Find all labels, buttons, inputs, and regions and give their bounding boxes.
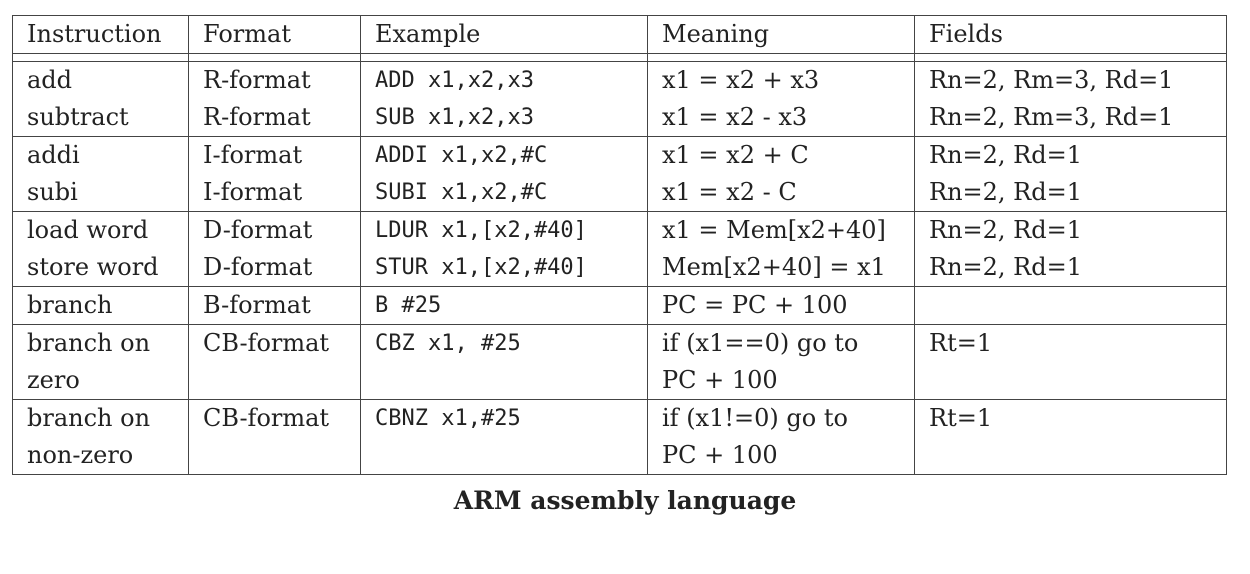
cell-meaning: PC = PC + 100 xyxy=(647,286,915,325)
cell-example xyxy=(360,362,648,400)
instruction-table: Instruction Format Example Meaning Field… xyxy=(12,15,1227,475)
cell-example: STUR x1,[x2,#40] xyxy=(360,249,648,287)
cell-meaning: x1 = x2 - C xyxy=(647,174,915,212)
cell-format: D-format xyxy=(188,211,361,249)
cell-example: LDUR x1,[x2,#40] xyxy=(360,211,648,249)
row-group: branch B-format B #25 PC = PC + 100 xyxy=(12,286,1227,325)
cell-meaning: PC + 100 xyxy=(647,362,915,400)
cell-meaning: Mem[x2+40] = x1 xyxy=(647,249,915,287)
header-example: Example xyxy=(360,15,648,54)
cell-format: B-format xyxy=(188,286,361,325)
table-row: branch on CB-format CBNZ x1,#25 if (x1!=0) … xyxy=(12,399,1227,437)
cell-fields: Rt=1 xyxy=(914,399,1227,437)
header-gap xyxy=(12,53,1227,62)
cell-example: SUBI x1,x2,#C xyxy=(360,174,648,212)
cell-meaning: x1 = x2 - x3 xyxy=(647,99,915,137)
header-instruction: Instruction xyxy=(12,15,189,54)
cell-meaning: if (x1==0) go to xyxy=(647,324,915,362)
table-row: branch on CB-format CBZ x1, #25 if (x1==0) … xyxy=(12,324,1227,362)
cell-fields: Rt=1 xyxy=(914,324,1227,362)
cell-fields xyxy=(914,362,1227,400)
cell-instruction: branch on xyxy=(12,399,189,437)
table-row: branch B-format B #25 PC = PC + 100 xyxy=(12,286,1227,325)
cell-example xyxy=(360,437,648,475)
cell-fields xyxy=(914,437,1227,475)
cell-format: CB-format xyxy=(188,399,361,437)
table-caption: ARM assembly language xyxy=(453,486,797,515)
cell-instruction: non-zero xyxy=(12,437,189,475)
cell-fields: Rn=2, Rd=1 xyxy=(914,136,1227,174)
cell-fields: Rn=2, Rd=1 xyxy=(914,211,1227,249)
cell-meaning: x1 = Mem[x2+40] xyxy=(647,211,915,249)
cell-format: R-format xyxy=(188,99,361,137)
cell-meaning: x1 = x2 + C xyxy=(647,136,915,174)
cell-example: SUB x1,x2,x3 xyxy=(360,99,648,137)
cell-format: D-format xyxy=(188,249,361,287)
cell-fields: Rn=2, Rm=3, Rd=1 xyxy=(914,61,1227,99)
cell-instruction: subtract xyxy=(12,99,189,137)
cell-format xyxy=(188,362,361,400)
table-row: store word D-format STUR x1,[x2,#40] Mem[x2… xyxy=(12,249,1227,287)
row-group: branch on CB-format CBNZ x1,#25 if (x1!=0) … xyxy=(12,399,1227,475)
cell-example: ADDI x1,x2,#C xyxy=(360,136,648,174)
header-row: Instruction Format Example Meaning Field… xyxy=(12,15,1227,54)
cell-instruction: zero xyxy=(12,362,189,400)
cell-fields: Rn=2, Rd=1 xyxy=(914,174,1227,212)
cell-instruction: subi xyxy=(12,174,189,212)
cell-fields: Rn=2, Rd=1 xyxy=(914,249,1227,287)
table-row: addi I-format ADDI x1,x2,#C x1 = x2 + C Rn=2… xyxy=(12,136,1227,174)
cell-example: CBNZ x1,#25 xyxy=(360,399,648,437)
cell-meaning: x1 = x2 + x3 xyxy=(647,61,915,99)
row-group: load word D-format LDUR x1,[x2,#40] x1 = Me… xyxy=(12,211,1227,287)
cell-instruction: store word xyxy=(12,249,189,287)
cell-instruction: add xyxy=(12,61,189,99)
table-row: subtract R-format SUB x1,x2,x3 x1 = x2 - x3… xyxy=(12,99,1227,137)
table-row: zero PC + 100 xyxy=(12,362,1227,400)
cell-format: I-format xyxy=(188,136,361,174)
row-group: branch on CB-format CBZ x1, #25 if (x1==0) … xyxy=(12,324,1227,400)
table-container: Instruction Format Example Meaning Field… xyxy=(12,15,1227,475)
cell-meaning: PC + 100 xyxy=(647,437,915,475)
cell-instruction: load word xyxy=(12,211,189,249)
table-row: add R-format ADD x1,x2,x3 x1 = x2 + x3 Rn=2,… xyxy=(12,61,1227,99)
cell-instruction: branch xyxy=(12,286,189,325)
cell-format: R-format xyxy=(188,61,361,99)
table-row: load word D-format LDUR x1,[x2,#40] x1 = Me… xyxy=(12,211,1227,249)
header-meaning: Meaning xyxy=(647,15,915,54)
table-row: subi I-format SUBI x1,x2,#C x1 = x2 - C Rn=2… xyxy=(12,174,1227,212)
header-fields: Fields xyxy=(914,15,1227,54)
cell-instruction: addi xyxy=(12,136,189,174)
cell-format: I-format xyxy=(188,174,361,212)
row-group: add R-format ADD x1,x2,x3 x1 = x2 + x3 Rn=2,… xyxy=(12,61,1227,137)
cell-meaning: if (x1!=0) go to xyxy=(647,399,915,437)
header-format: Format xyxy=(188,15,361,54)
cell-fields xyxy=(914,286,1227,325)
cell-example: CBZ x1, #25 xyxy=(360,324,648,362)
cell-fields: Rn=2, Rm=3, Rd=1 xyxy=(914,99,1227,137)
cell-example: B #25 xyxy=(360,286,648,325)
cell-instruction: branch on xyxy=(12,324,189,362)
cell-example: ADD x1,x2,x3 xyxy=(360,61,648,99)
cell-format xyxy=(188,437,361,475)
cell-format: CB-format xyxy=(188,324,361,362)
row-group: addi I-format ADDI x1,x2,#C x1 = x2 + C Rn=2… xyxy=(12,136,1227,212)
table-row: non-zero PC + 100 xyxy=(12,437,1227,475)
